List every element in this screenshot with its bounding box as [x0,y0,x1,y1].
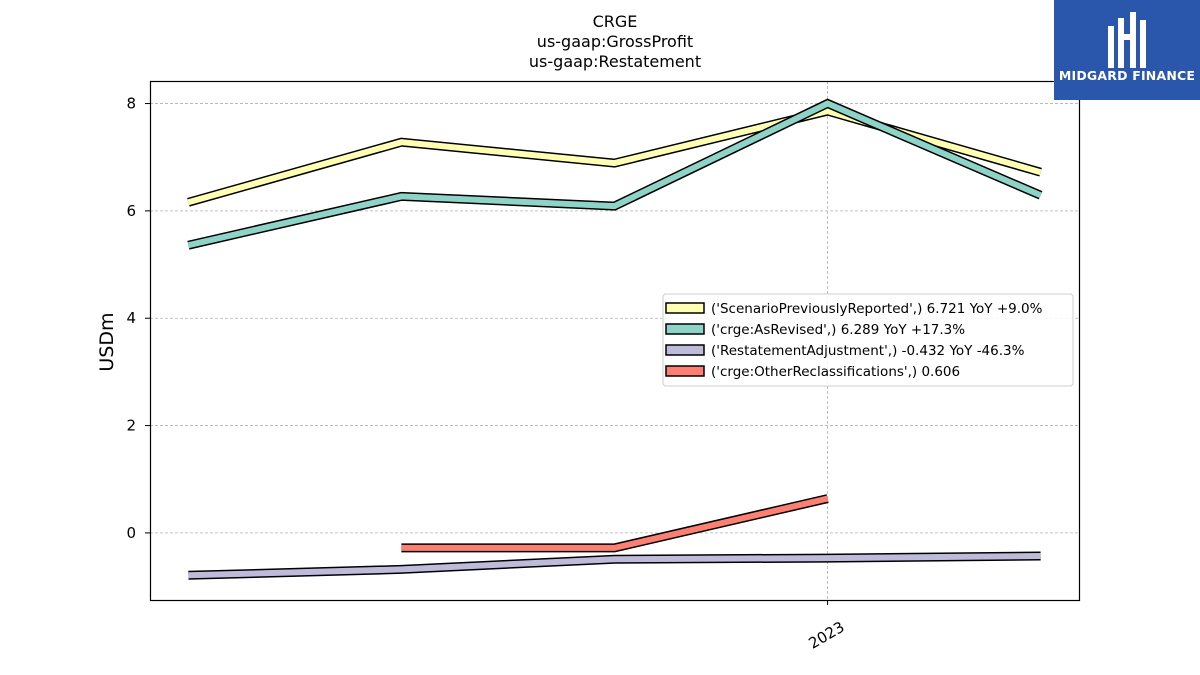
x-tick-label: 2023 [806,618,848,653]
legend-label-3: ('crge:OtherReclassifications',) 0.606 [711,364,960,380]
series-line-0 [187,107,1042,206]
y-tick-label: 8 [126,95,136,113]
legend-swatch-0 [665,302,705,314]
series-line-3 [401,495,829,551]
legend-box [662,293,1074,387]
legend-label-1: ('crge:AsRevised',) 6.289 YoY +17.3% [711,322,965,338]
y-tick-label: 4 [126,309,136,327]
legend-swatch-3 [665,365,705,377]
chart-title: CRGE us-gaap:GrossProfit us-gaap:Restate… [529,12,701,71]
series-line-2 [188,553,1041,579]
legend-swatch-2 [665,344,705,356]
chart-title-line-2: us-gaap:GrossProfit [537,32,693,51]
legend: ('ScenarioPreviouslyReported',) 6.721 Yo… [662,293,1074,387]
legend-swatch-1 [665,323,705,335]
logo-mark-icon [1108,12,1146,68]
legend-label-0: ('ScenarioPreviouslyReported',) 6.721 Yo… [711,301,1043,317]
y-tick-label: 6 [126,202,136,220]
series-line-outline-3 [401,494,829,553]
midgard-finance-logo: MIDGARD FINANCE [1054,0,1200,100]
series-line-outline-0 [187,106,1042,207]
series-lines [187,98,1043,580]
chart-title-line-3: us-gaap:Restatement [529,52,701,71]
plot-frame [149,80,1081,602]
logo-text: MIDGARD FINANCE [1058,68,1196,83]
grid-lines [150,81,1079,600]
y-axis-label: USDm [96,312,118,371]
series-line-1 [187,100,1042,249]
chart-title-line-1: CRGE [593,12,638,31]
y-tick-label: 2 [126,417,136,435]
series-line-outline-1 [187,98,1043,250]
y-tick-label: 0 [126,524,136,542]
legend-label-2: ('RestatementAdjustment',) -0.432 YoY -4… [711,343,1025,359]
